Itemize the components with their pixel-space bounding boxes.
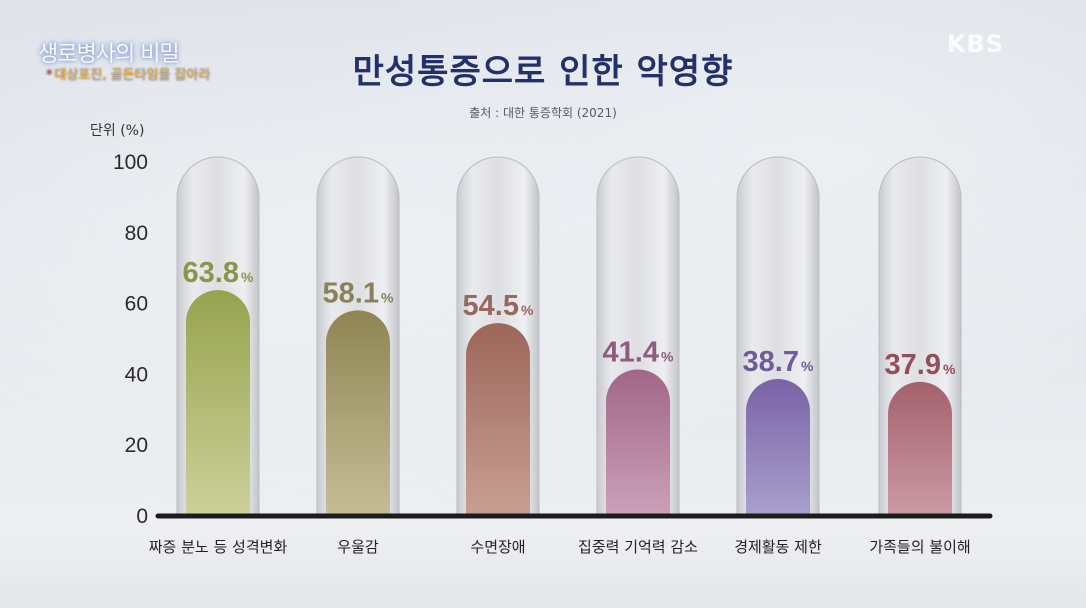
chart-title: 만성통증으로 인한 악영향 [352, 52, 734, 92]
x-tick-label: 우울감 [337, 538, 379, 556]
data-label: 37.9% [885, 349, 956, 381]
x-tick-label: 짜증 분노 등 성격변화 [149, 538, 288, 556]
bar [326, 310, 390, 516]
bar [466, 323, 530, 516]
bar [186, 290, 250, 516]
y-tick-label: 20 [125, 434, 148, 457]
y-tick-label: 0 [136, 505, 148, 528]
broadcaster-logo: KBS [946, 30, 1004, 58]
subtitle-mark: * [46, 68, 53, 83]
y-tick-label: 60 [125, 293, 148, 316]
y-tick-label: 40 [125, 363, 148, 386]
bar [888, 381, 952, 516]
y-tick-label: 100 [113, 151, 148, 174]
chart-source: 출처 : 대한 통증학회 (2021) [469, 106, 617, 120]
data-label: 58.1% [323, 277, 394, 309]
x-tick-label: 집중력 기억력 감소 [578, 538, 698, 556]
y-tick-label: 80 [125, 222, 148, 245]
data-label: 38.7% [743, 346, 814, 378]
data-label: 63.8% [183, 257, 254, 289]
x-tick-label: 경제활동 제한 [734, 538, 822, 556]
data-label: 41.4% [603, 336, 674, 368]
program-title: 생로병사의 비밀 [38, 42, 180, 67]
episode-subtitle: * 대상포진, 골든타임을 잡아라 [46, 64, 210, 83]
x-tick-label: 가족들의 불이해 [869, 538, 970, 556]
x-tick-label: 수면장애 [470, 538, 525, 556]
program-logo: 생로병사의 비밀 * 대상포진, 골든타임을 잡아라 [38, 36, 210, 83]
y-axis-unit: 단위 (%) [90, 123, 145, 139]
data-label: 54.5% [463, 290, 534, 322]
bar [746, 379, 810, 516]
bar [606, 369, 670, 516]
subtitle-text: 대상포진, 골든타임을 잡아라 [54, 68, 211, 83]
chart-floor [0, 518, 1086, 608]
